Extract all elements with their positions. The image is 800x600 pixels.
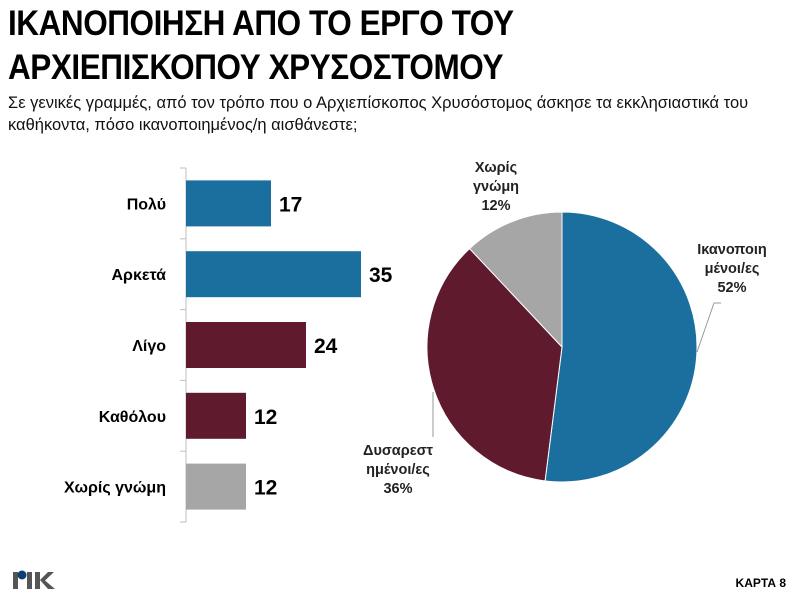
bar <box>186 322 306 368</box>
bar <box>186 392 246 439</box>
bar-value-label: 12 <box>254 406 277 429</box>
rik-logo <box>13 570 55 589</box>
card-number: ΚΑΡΤΑ 8 <box>735 576 786 590</box>
category-label: Χωρίς γνώμη <box>64 480 166 497</box>
bar-value-label: 12 <box>254 477 277 500</box>
pie-percent-label: 12% <box>481 198 510 214</box>
category-label: Λίγο <box>132 338 166 355</box>
pie-percent-label: 52% <box>717 280 746 296</box>
leader-line <box>696 302 721 353</box>
category-label: Καθόλου <box>99 409 166 426</box>
pie-slice <box>426 247 563 482</box>
pie-slice <box>544 211 698 483</box>
pie-slice <box>468 211 563 349</box>
pie-category-label: Ικανοποιη <box>697 242 767 258</box>
title-line-2: ΑΡΧΙΕΠΙΣΚΟΠΟΥ ΧΡΥΣΟΣΤΟΜΟΥ <box>8 48 504 87</box>
pie-category-label: γνώμη <box>473 179 519 195</box>
question-subtitle: Σε γενικές γραμμές, από τον τρόπο που ο … <box>8 94 749 134</box>
page-title: ΙΚΑΝΟΠΟΙΗΣΗ ΑΠΟ ΤΟ ΕΡΓΟ ΤΟΥ ΑΡΧΙΕΠΙΣΚΟΠΟ… <box>8 2 514 90</box>
pie-category-label: Δυσαρεστ <box>363 443 433 459</box>
bar-value-label: 24 <box>314 335 338 358</box>
bar-value-label: 17 <box>279 193 302 216</box>
bar <box>186 180 271 227</box>
pie-percent-label: 36% <box>383 481 412 497</box>
pie-category-label: Χωρίς <box>475 160 517 176</box>
category-label: Αρκετά <box>112 267 167 284</box>
title-line-1: ΙΚΑΝΟΠΟΙΗΣΗ ΑΠΟ ΤΟ ΕΡΓΟ ΤΟΥ <box>8 4 514 43</box>
pie-category-label: ημένοι/ες <box>366 462 430 478</box>
category-label: Πολύ <box>127 196 166 213</box>
pie-category-label: μένοι/ες <box>705 261 760 277</box>
bar <box>186 251 361 298</box>
bar <box>186 463 246 510</box>
bar-value-label: 35 <box>369 264 393 287</box>
